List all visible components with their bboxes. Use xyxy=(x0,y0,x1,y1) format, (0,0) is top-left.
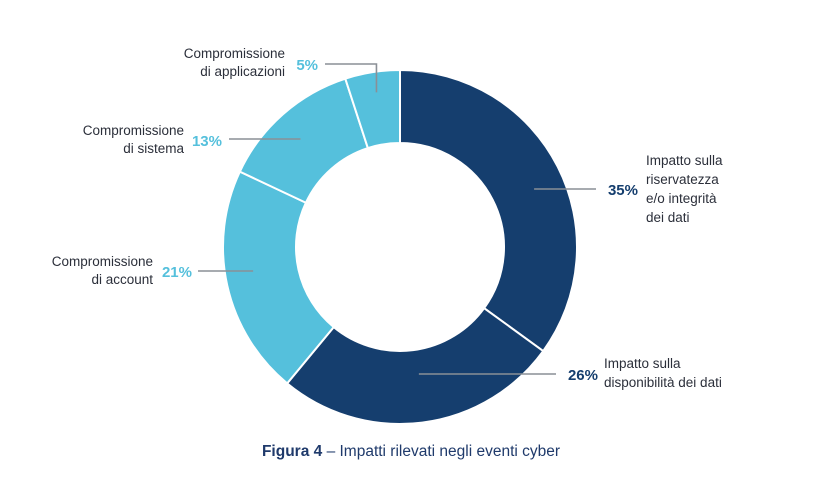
figure-number: Figura 4 xyxy=(261,443,323,460)
slice-percent-label: 5% xyxy=(296,57,318,74)
slice-category-label-line: Impatto sulla xyxy=(604,356,681,371)
slice-category-label-line: dei dati xyxy=(646,210,690,225)
slice-category-label-line: di account xyxy=(91,272,153,287)
slice-percent-label: 13% xyxy=(192,133,222,150)
figure-caption: Figura 4 – Impatti rilevati negli eventi… xyxy=(0,443,822,461)
slice-category-label-line: Compromissione xyxy=(184,46,285,61)
slice-percent-label: 26% xyxy=(568,367,598,384)
slice-percent-label: 21% xyxy=(162,264,192,281)
slice-category-label-line: di sistema xyxy=(123,141,184,156)
slice-category-label: Impatto sulla disponibilità dei dati xyxy=(604,356,722,390)
slice-category-label-line: e/o integrità xyxy=(646,191,717,206)
slice-category-label: Impatto sulla riservatezza e/o integrità de… xyxy=(646,153,723,225)
donut-slices xyxy=(222,68,578,425)
slice-category-label-line: Compromissione xyxy=(52,254,153,269)
slice-labels: 35% Impatto sulla riservatezza e/o integrit… xyxy=(52,46,723,390)
slice-category-label: Compromissione di sistema xyxy=(83,123,185,156)
slice-category-label-line: disponibilità dei dati xyxy=(604,375,722,390)
donut-slice xyxy=(285,306,545,425)
figure-title: – Impatti rilevati negli eventi cyber xyxy=(326,443,561,460)
leader-lines xyxy=(198,63,596,375)
slice-percent-label: 35% xyxy=(608,182,638,199)
slice-category-label-line: riservatezza xyxy=(646,172,719,187)
donut-slice xyxy=(344,68,401,150)
slice-category-label: Compromissione di applicazioni xyxy=(184,46,285,79)
slice-category-label-line: Compromissione xyxy=(83,123,184,138)
slice-category-label: Compromissione di account xyxy=(52,254,154,287)
slice-category-label-line: Impatto sulla xyxy=(646,153,723,168)
leader-line xyxy=(325,63,378,93)
slice-category-label-line: di applicazioni xyxy=(200,64,285,79)
donut-slice xyxy=(399,68,578,353)
donut-slice xyxy=(222,170,336,385)
